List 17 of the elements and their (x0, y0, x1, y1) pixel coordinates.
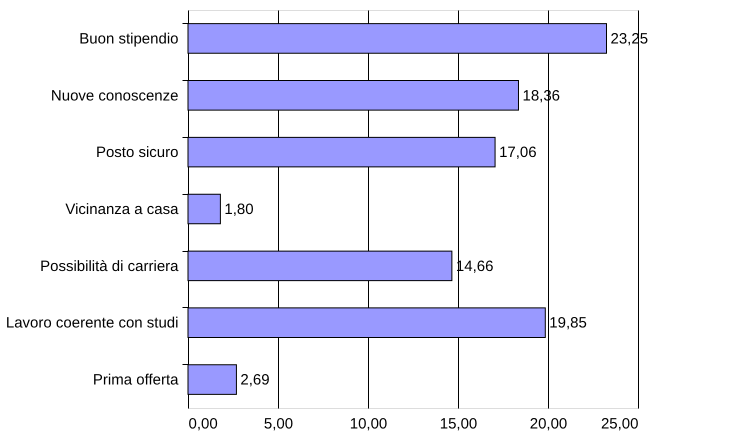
y-tick-label: Posto sicuro (96, 144, 178, 162)
y-tick-label: Prima offerta (92, 372, 180, 389)
data-label: 19,85 (549, 314, 587, 332)
x-tick-label: 5,00 (264, 416, 294, 432)
y-tick-label: Nuove conoscenze (50, 87, 178, 104)
x-tick-label: 20,00 (530, 416, 568, 432)
data-label: 1,80 (224, 201, 254, 218)
x-tick-label: 25,00 (600, 416, 638, 432)
y-tick-label: Vicinanza a casa (65, 201, 180, 218)
y-tick-label: Buon stipendio (79, 30, 178, 48)
y-tick-label: Lavoro coerente con studi (6, 314, 178, 332)
y-tick-label: Possibilità di carriera (40, 258, 180, 275)
x-tick-label: 0,00 (188, 416, 218, 432)
data-label: 2,69 (240, 372, 270, 389)
x-tick-label: 10,00 (350, 416, 388, 432)
data-label: 17,06 (499, 144, 537, 162)
x-tick-label: 15,00 (440, 416, 478, 432)
